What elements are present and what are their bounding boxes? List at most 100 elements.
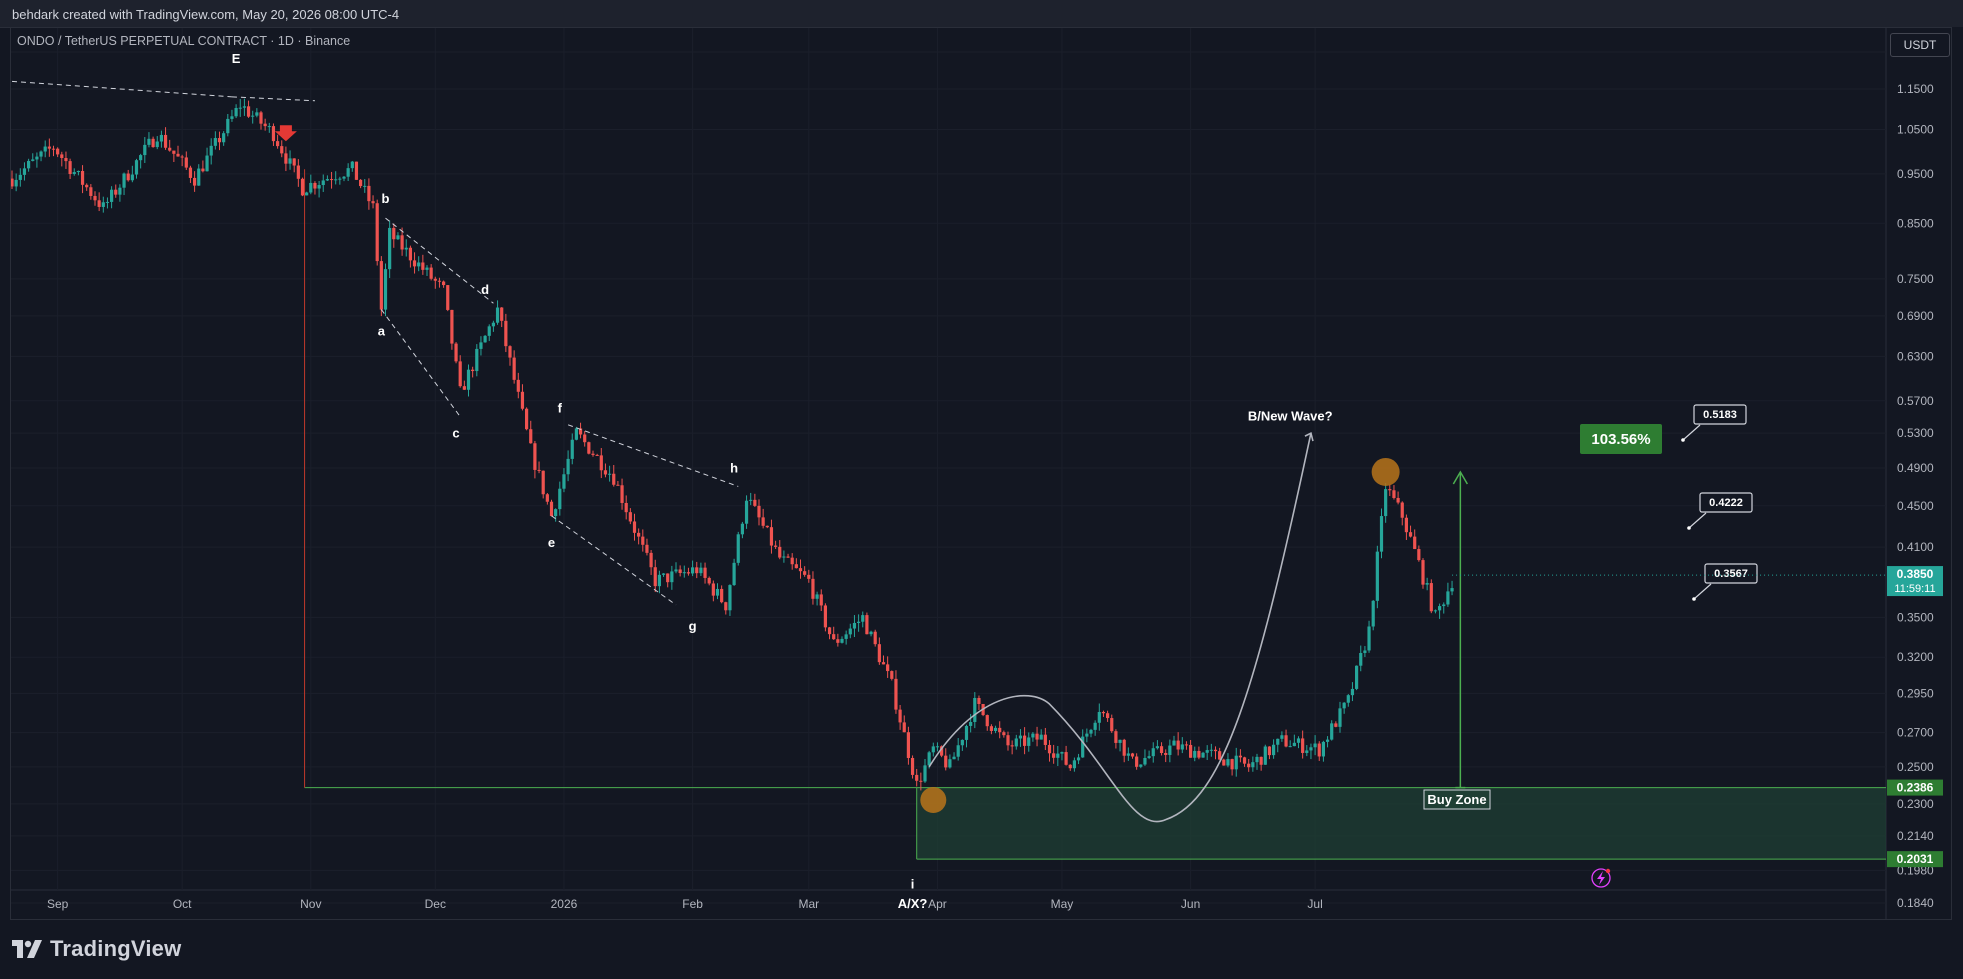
candle-body bbox=[549, 501, 554, 517]
candle-body bbox=[869, 631, 873, 635]
candle-body bbox=[1321, 741, 1325, 757]
candle-body bbox=[504, 320, 508, 347]
wave-label: a bbox=[378, 324, 386, 339]
y-tick-label: 0.2700 bbox=[1897, 726, 1934, 740]
candle-body bbox=[31, 159, 35, 161]
candle-body bbox=[1301, 738, 1305, 753]
candle-body bbox=[1450, 588, 1454, 592]
candle-body bbox=[234, 107, 238, 117]
candle-body bbox=[906, 732, 910, 758]
y-tick-label: 0.8500 bbox=[1897, 216, 1934, 230]
candle-body bbox=[176, 153, 180, 157]
candle-body bbox=[479, 342, 483, 349]
trendline-dashed bbox=[567, 424, 739, 487]
candle-body bbox=[64, 158, 68, 162]
candle-body bbox=[300, 178, 305, 196]
buy-zone bbox=[916, 787, 1886, 860]
candle-body bbox=[1068, 764, 1072, 769]
candle-body bbox=[761, 517, 765, 526]
candle-body bbox=[541, 470, 545, 495]
candle-body bbox=[359, 179, 363, 187]
candle-body bbox=[1130, 753, 1135, 757]
candle-body bbox=[313, 182, 317, 189]
callout-pointer bbox=[1682, 424, 1701, 441]
y-tick-label: 0.2300 bbox=[1897, 797, 1934, 811]
candle-body bbox=[1089, 729, 1093, 734]
candle-body bbox=[1238, 755, 1242, 758]
candle-body bbox=[425, 267, 429, 270]
candle-body bbox=[1288, 746, 1292, 748]
candle-body bbox=[852, 622, 857, 629]
candle-body bbox=[877, 644, 881, 663]
y-tick-label: 0.4100 bbox=[1897, 540, 1934, 554]
candle-body bbox=[1438, 606, 1442, 611]
candle-body bbox=[608, 473, 612, 475]
candle-body bbox=[765, 525, 769, 528]
candle-body bbox=[940, 746, 944, 756]
candle-body bbox=[1155, 746, 1159, 749]
candle-body bbox=[1330, 723, 1334, 740]
candle-body bbox=[450, 309, 454, 344]
candle-body bbox=[1110, 718, 1114, 732]
candle-body bbox=[657, 574, 661, 587]
candle-body bbox=[554, 509, 558, 517]
candle-body bbox=[495, 307, 500, 323]
candle-body bbox=[110, 189, 114, 202]
candle-body bbox=[1379, 516, 1384, 552]
buy-zone-label: Buy Zone bbox=[1427, 792, 1486, 807]
candle-body bbox=[417, 262, 421, 267]
candle-body bbox=[383, 269, 388, 310]
candle-body bbox=[823, 605, 827, 628]
x-tick-label: Jun bbox=[1181, 897, 1200, 911]
y-tick-label: 0.5300 bbox=[1897, 426, 1934, 440]
x-tick-label: Dec bbox=[425, 897, 446, 911]
candle-body bbox=[516, 379, 520, 392]
tradingview-logo-icon bbox=[12, 940, 42, 958]
candle-body bbox=[388, 227, 392, 270]
candle-body bbox=[819, 594, 823, 606]
candle-body bbox=[570, 439, 574, 459]
candle-body bbox=[130, 174, 134, 181]
price-chart[interactable]: 1.25001.15001.05000.95000.85000.75000.69… bbox=[0, 0, 1963, 920]
candle-body bbox=[10, 178, 14, 187]
brand-text: TradingView bbox=[50, 936, 182, 961]
candle-body bbox=[371, 201, 375, 204]
candle-body bbox=[956, 745, 960, 757]
candle-body bbox=[1309, 747, 1313, 751]
candle-body bbox=[703, 567, 707, 578]
candle-body bbox=[56, 148, 60, 155]
candle-body bbox=[1101, 712, 1106, 714]
candle-body bbox=[1421, 560, 1425, 585]
candle-body bbox=[798, 568, 803, 572]
candle-body bbox=[255, 112, 259, 116]
candle-body bbox=[894, 678, 898, 710]
candle-body bbox=[321, 180, 325, 186]
candle-body bbox=[985, 715, 989, 727]
candle-body bbox=[774, 545, 778, 547]
candle-body bbox=[1201, 752, 1205, 758]
candle-body bbox=[537, 469, 541, 471]
y-tick-label: 0.2500 bbox=[1897, 760, 1934, 774]
currency-button[interactable]: USDT bbox=[1890, 33, 1950, 57]
candle-body bbox=[1425, 583, 1429, 585]
candle-body bbox=[1043, 734, 1047, 745]
candle-body bbox=[408, 247, 412, 261]
candle-body bbox=[599, 455, 603, 471]
candle-body bbox=[122, 173, 126, 188]
candle-body bbox=[840, 638, 844, 643]
last-price-value: 0.3850 bbox=[1897, 567, 1934, 581]
candle-body bbox=[205, 155, 209, 172]
candle-body bbox=[163, 134, 168, 148]
candle-body bbox=[1242, 757, 1247, 764]
candle-body bbox=[458, 361, 462, 387]
candle-body bbox=[217, 138, 222, 143]
candle-body bbox=[1052, 753, 1056, 758]
candle-body bbox=[271, 126, 276, 142]
candle-body bbox=[404, 247, 408, 250]
y-tick-label: 0.5700 bbox=[1897, 394, 1934, 408]
candle-body bbox=[1392, 490, 1396, 498]
candle-body bbox=[1247, 763, 1251, 768]
candle-body bbox=[1408, 532, 1413, 537]
candle-body bbox=[699, 567, 703, 574]
candle-body bbox=[1189, 744, 1193, 758]
